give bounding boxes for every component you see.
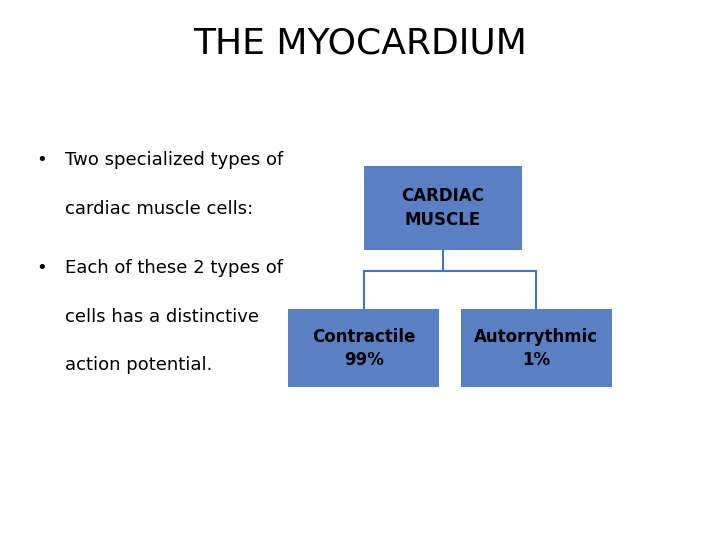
Text: Autorrythmic
1%: Autorrythmic 1% bbox=[474, 327, 598, 369]
Text: •: • bbox=[36, 151, 47, 169]
Text: action potential.: action potential. bbox=[65, 356, 212, 374]
Text: CARDIAC
MUSCLE: CARDIAC MUSCLE bbox=[401, 187, 485, 229]
Text: Two specialized types of: Two specialized types of bbox=[65, 151, 283, 169]
Text: cells has a distinctive: cells has a distinctive bbox=[65, 308, 258, 326]
FancyBboxPatch shape bbox=[461, 309, 612, 388]
FancyBboxPatch shape bbox=[364, 166, 522, 249]
Text: Contractile
99%: Contractile 99% bbox=[312, 327, 415, 369]
FancyBboxPatch shape bbox=[288, 309, 439, 388]
Text: cardiac muscle cells:: cardiac muscle cells: bbox=[65, 200, 253, 218]
Text: Each of these 2 types of: Each of these 2 types of bbox=[65, 259, 283, 277]
Text: THE MYOCARDIUM: THE MYOCARDIUM bbox=[193, 27, 527, 61]
Text: •: • bbox=[36, 259, 47, 277]
